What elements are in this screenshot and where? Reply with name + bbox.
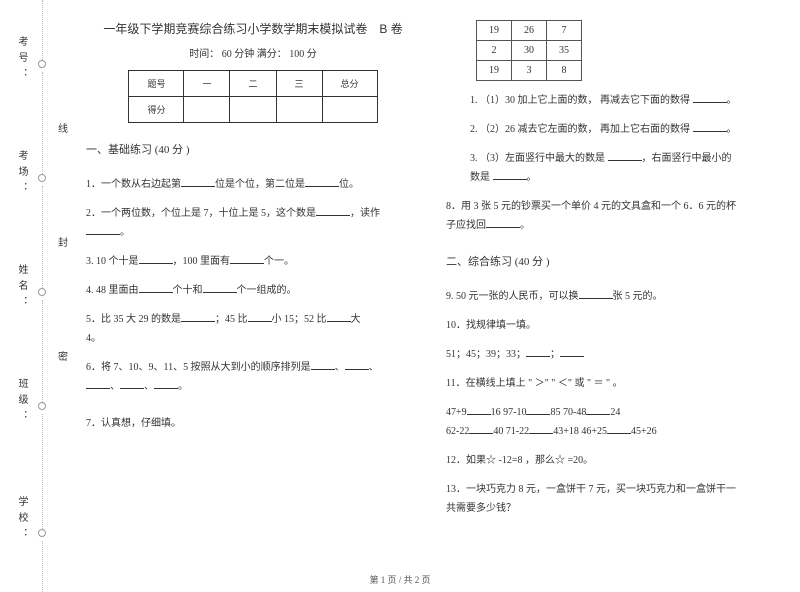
question-13: 13．一块巧克力 8 元，一盒饼干 7 元，买一块巧克力和一盒饼干一共需要多少钱… bbox=[446, 480, 780, 518]
question-8: 8．用 3 张 5 元的钞票买一个单价 4 元的文具盒和一个 6．6 元的杯子应… bbox=[446, 197, 780, 235]
question-6: 6．将 7、10、9、11、5 按照从大到小的顺序排列是、、、、。 bbox=[86, 358, 420, 396]
sub-question: 3. （3）左面竖行中最大的数是 ，右面竖行中最小的数是 。 bbox=[446, 149, 780, 187]
right-column: 19267 23035 1938 1. （1）30 加上它上面的数， 再减去它下… bbox=[446, 20, 780, 568]
question-11-rows: 47+916 97-1085 70-4824 62-2240 71-2243+1… bbox=[446, 403, 780, 441]
exam-subtitle: 时间： 60 分钟 满分： 100 分 bbox=[86, 45, 420, 60]
binding-band: 考号： 线 考场： 封 姓名： 密 班级： 学校： bbox=[12, 0, 72, 592]
page-content: 一年级下学期竞赛综合练习小学数学期末模拟试卷 B 卷 时间： 60 分钟 满分：… bbox=[86, 20, 780, 568]
side-label: 学校： bbox=[14, 496, 29, 544]
exam-title: 一年级下学期竞赛综合练习小学数学期末模拟试卷 B 卷 bbox=[86, 20, 420, 37]
question-9: 9. 50 元一张的人民币，可以换张 5 元的。 bbox=[446, 287, 780, 306]
side-label: 考号： bbox=[14, 36, 29, 84]
question-11: 11．在横线上填上 " ＞" " ＜" 或 " ＝ " 。 bbox=[446, 374, 780, 393]
sub-question: 2. （2）26 减去它左面的数， 再加上它右面的数得 。 bbox=[446, 120, 780, 139]
question-12: 12．如果☆ -12=8 ，那么☆ =20。 bbox=[446, 451, 780, 470]
question-7: 7．认真想，仔细填。 bbox=[86, 414, 420, 433]
question-4: 4. 48 里面由个十和个一组成的。 bbox=[86, 281, 420, 300]
side-label: 考场： bbox=[14, 150, 29, 198]
section-heading: 一、基础练习 (40 分 ) bbox=[86, 141, 420, 157]
side-char: 密 bbox=[58, 348, 68, 363]
section-heading: 二、综合练习 (40 分 ) bbox=[446, 253, 780, 269]
left-column: 一年级下学期竞赛综合练习小学数学期末模拟试卷 B 卷 时间： 60 分钟 满分：… bbox=[86, 20, 420, 568]
question-1: 1．一个数从右边起第位是个位，第二位是位。 bbox=[86, 175, 420, 194]
question-10: 10．找规律填一填。 bbox=[446, 316, 780, 335]
question-2: 2．一个两位数，个位上是 7，十位上是 5，这个数是，读作。 bbox=[86, 204, 420, 242]
side-label: 班级： bbox=[14, 378, 29, 426]
side-char: 封 bbox=[58, 234, 68, 249]
question-5: 5．比 35 大 29 的数是；45 比小 15；52 比大4。 bbox=[86, 310, 420, 348]
page-footer: 第 1 页 / 共 2 页 bbox=[0, 573, 800, 586]
number-grid: 19267 23035 1938 bbox=[476, 20, 582, 81]
side-char: 线 bbox=[58, 120, 68, 135]
question-3: 3. 10 个十是，100 里面有个一。 bbox=[86, 252, 420, 271]
question-10-seq: 51；45；39；33；； bbox=[446, 345, 780, 364]
side-label: 姓名： bbox=[14, 264, 29, 312]
score-table: 题号 一 二 三 总分 得分 bbox=[128, 70, 377, 123]
sub-question: 1. （1）30 加上它上面的数， 再减去它下面的数得 。 bbox=[446, 91, 780, 110]
